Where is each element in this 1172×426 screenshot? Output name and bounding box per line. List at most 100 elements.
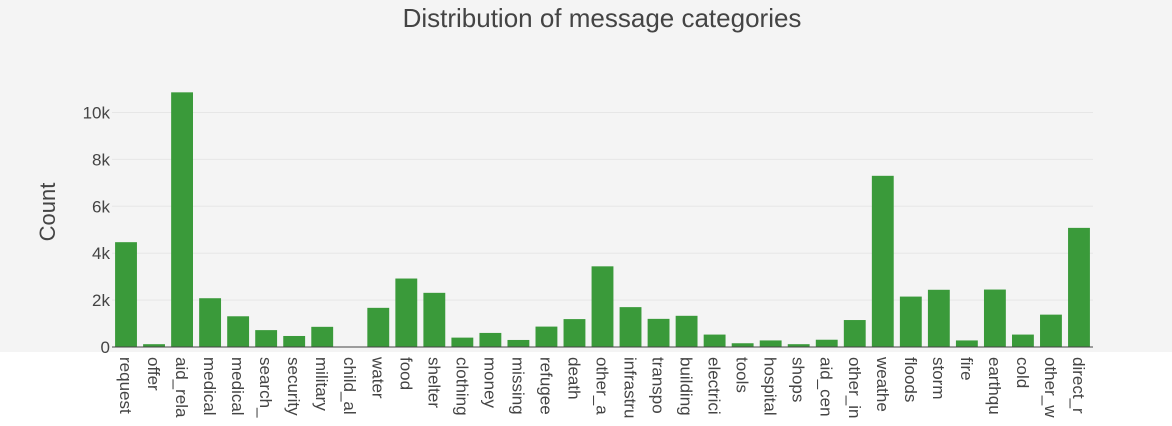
bar-other_aid[interactable]: [591, 266, 614, 347]
x-tick-label: tools: [733, 357, 752, 393]
x-tick-label-group: shops: [789, 357, 808, 402]
x-tick-label: earthqu: [985, 357, 1004, 415]
bar-storm[interactable]: [927, 289, 950, 347]
x-tick-label: other_w: [1041, 357, 1060, 418]
bar-water[interactable]: [367, 307, 390, 347]
x-tick-label: death: [564, 357, 583, 400]
bar-military[interactable]: [311, 326, 334, 347]
x-tick-label: money: [480, 357, 499, 409]
bar-medical_products[interactable]: [227, 316, 250, 347]
bar-aid_centers[interactable]: [815, 339, 838, 347]
x-tick-label-group: medical: [200, 357, 219, 416]
bar-infrastructure_related[interactable]: [619, 307, 642, 347]
bar-food[interactable]: [395, 278, 418, 347]
bar-cold[interactable]: [1011, 334, 1034, 347]
x-tick-label-group: aid_cen: [817, 357, 836, 417]
x-tick-label-group: building: [677, 357, 696, 416]
x-tick-label: medical: [200, 357, 219, 416]
bar-buildings[interactable]: [675, 315, 698, 347]
bar-money[interactable]: [479, 332, 502, 347]
y-tick-label: 2k: [92, 291, 110, 310]
bar-fire[interactable]: [955, 340, 978, 347]
x-tick-label-group: child_al: [340, 357, 359, 415]
x-tick-label-group: transpo: [649, 357, 668, 414]
x-tick-label-group: search_: [256, 357, 275, 418]
x-tick-label: aid_rela: [172, 357, 191, 418]
x-tick-label: security: [284, 357, 303, 416]
x-tick-label: weathe: [873, 356, 892, 412]
x-tick-label: clothing: [452, 357, 471, 416]
bar-medical_help[interactable]: [199, 298, 222, 347]
x-tick-label: military: [312, 357, 331, 411]
y-tick-label: 0: [101, 338, 110, 357]
bar-security[interactable]: [283, 335, 306, 347]
x-tick-label-group: shelter: [424, 357, 443, 408]
x-tick-label-group: request: [116, 357, 135, 414]
x-tick-label-group: infrastru: [621, 357, 640, 418]
x-tick-label: aid_cen: [817, 357, 836, 417]
x-tick-label-group: security: [284, 357, 303, 416]
x-tick-label: request: [116, 357, 135, 414]
x-tick-label-group: other_a: [593, 357, 612, 415]
x-tick-label-group: storm: [929, 357, 948, 400]
bar-shops[interactable]: [787, 344, 810, 347]
x-tick-label-group: other_w: [1041, 357, 1060, 418]
bar-direct_report[interactable]: [1068, 227, 1090, 347]
x-tick-label-group: hospital: [761, 357, 780, 416]
x-tick-label-group: clothing: [452, 357, 471, 416]
x-tick-label: transpo: [649, 357, 668, 414]
x-tick-label-group: military: [312, 357, 331, 411]
x-tick-label: child_al: [340, 357, 359, 415]
x-tick-label: medical: [228, 357, 247, 416]
bar-earthquake[interactable]: [983, 289, 1006, 347]
bar-request[interactable]: [115, 242, 137, 347]
x-tick-label: offer: [144, 357, 163, 391]
bar-aid_related[interactable]: [171, 92, 194, 347]
x-tick-label-group: floods: [901, 357, 920, 402]
bar-other_infrastructure[interactable]: [843, 320, 866, 347]
x-tick-label-group: money: [480, 357, 499, 409]
bar-clothing[interactable]: [451, 337, 474, 347]
x-tick-label-group: aid_rela: [172, 357, 191, 418]
bar-other_weather[interactable]: [1040, 314, 1062, 347]
x-tick-label: refugee: [536, 357, 555, 415]
x-tick-label-group: other_in: [845, 357, 864, 418]
bar-missing_people[interactable]: [507, 339, 530, 347]
bar-death[interactable]: [563, 319, 586, 347]
x-tick-label: storm: [929, 357, 948, 400]
x-tick-label: food: [396, 357, 415, 390]
x-tick-label-group: cold: [1013, 357, 1032, 388]
bar-search_and_rescue[interactable]: [255, 330, 278, 347]
bar-electricity[interactable]: [703, 334, 726, 347]
x-tick-label-group: earthqu: [985, 357, 1004, 415]
x-tick-label-group: medical: [228, 357, 247, 416]
y-tick-label: 4k: [92, 244, 110, 263]
bar-shelter[interactable]: [423, 292, 446, 347]
x-tick-label: cold: [1013, 357, 1032, 388]
x-tick-label-group: death: [564, 357, 583, 400]
chart-title: Distribution of message categories: [403, 3, 802, 33]
bar-offer[interactable]: [143, 344, 165, 347]
bar-floods[interactable]: [899, 296, 922, 347]
x-tick-label: electrici: [705, 357, 724, 415]
x-tick-label: other_a: [593, 357, 612, 415]
x-tick-label-group: weathe: [873, 356, 892, 412]
x-tick-labels: request offer aid_rela medical medical search…: [116, 356, 1088, 418]
x-tick-label: shelter: [424, 357, 443, 408]
x-tick-label: infrastru: [621, 357, 640, 418]
bar-hospitals[interactable]: [759, 340, 782, 347]
bar-weather_related[interactable]: [871, 175, 894, 347]
x-tick-label-group: missing: [508, 357, 527, 415]
y-tick-labels: 0 2k 4k 6k 8k 10k: [83, 104, 111, 358]
bars: [115, 92, 1090, 347]
bar-refugees[interactable]: [535, 326, 558, 347]
bar-tools[interactable]: [731, 343, 754, 347]
x-tick-label: other_in: [845, 357, 864, 418]
x-tick-label: hospital: [761, 357, 780, 416]
bar-transport[interactable]: [647, 318, 670, 347]
y-tick-label: 10k: [83, 104, 111, 123]
x-tick-label: search_: [256, 357, 275, 418]
x-tick-label: floods: [901, 357, 920, 402]
